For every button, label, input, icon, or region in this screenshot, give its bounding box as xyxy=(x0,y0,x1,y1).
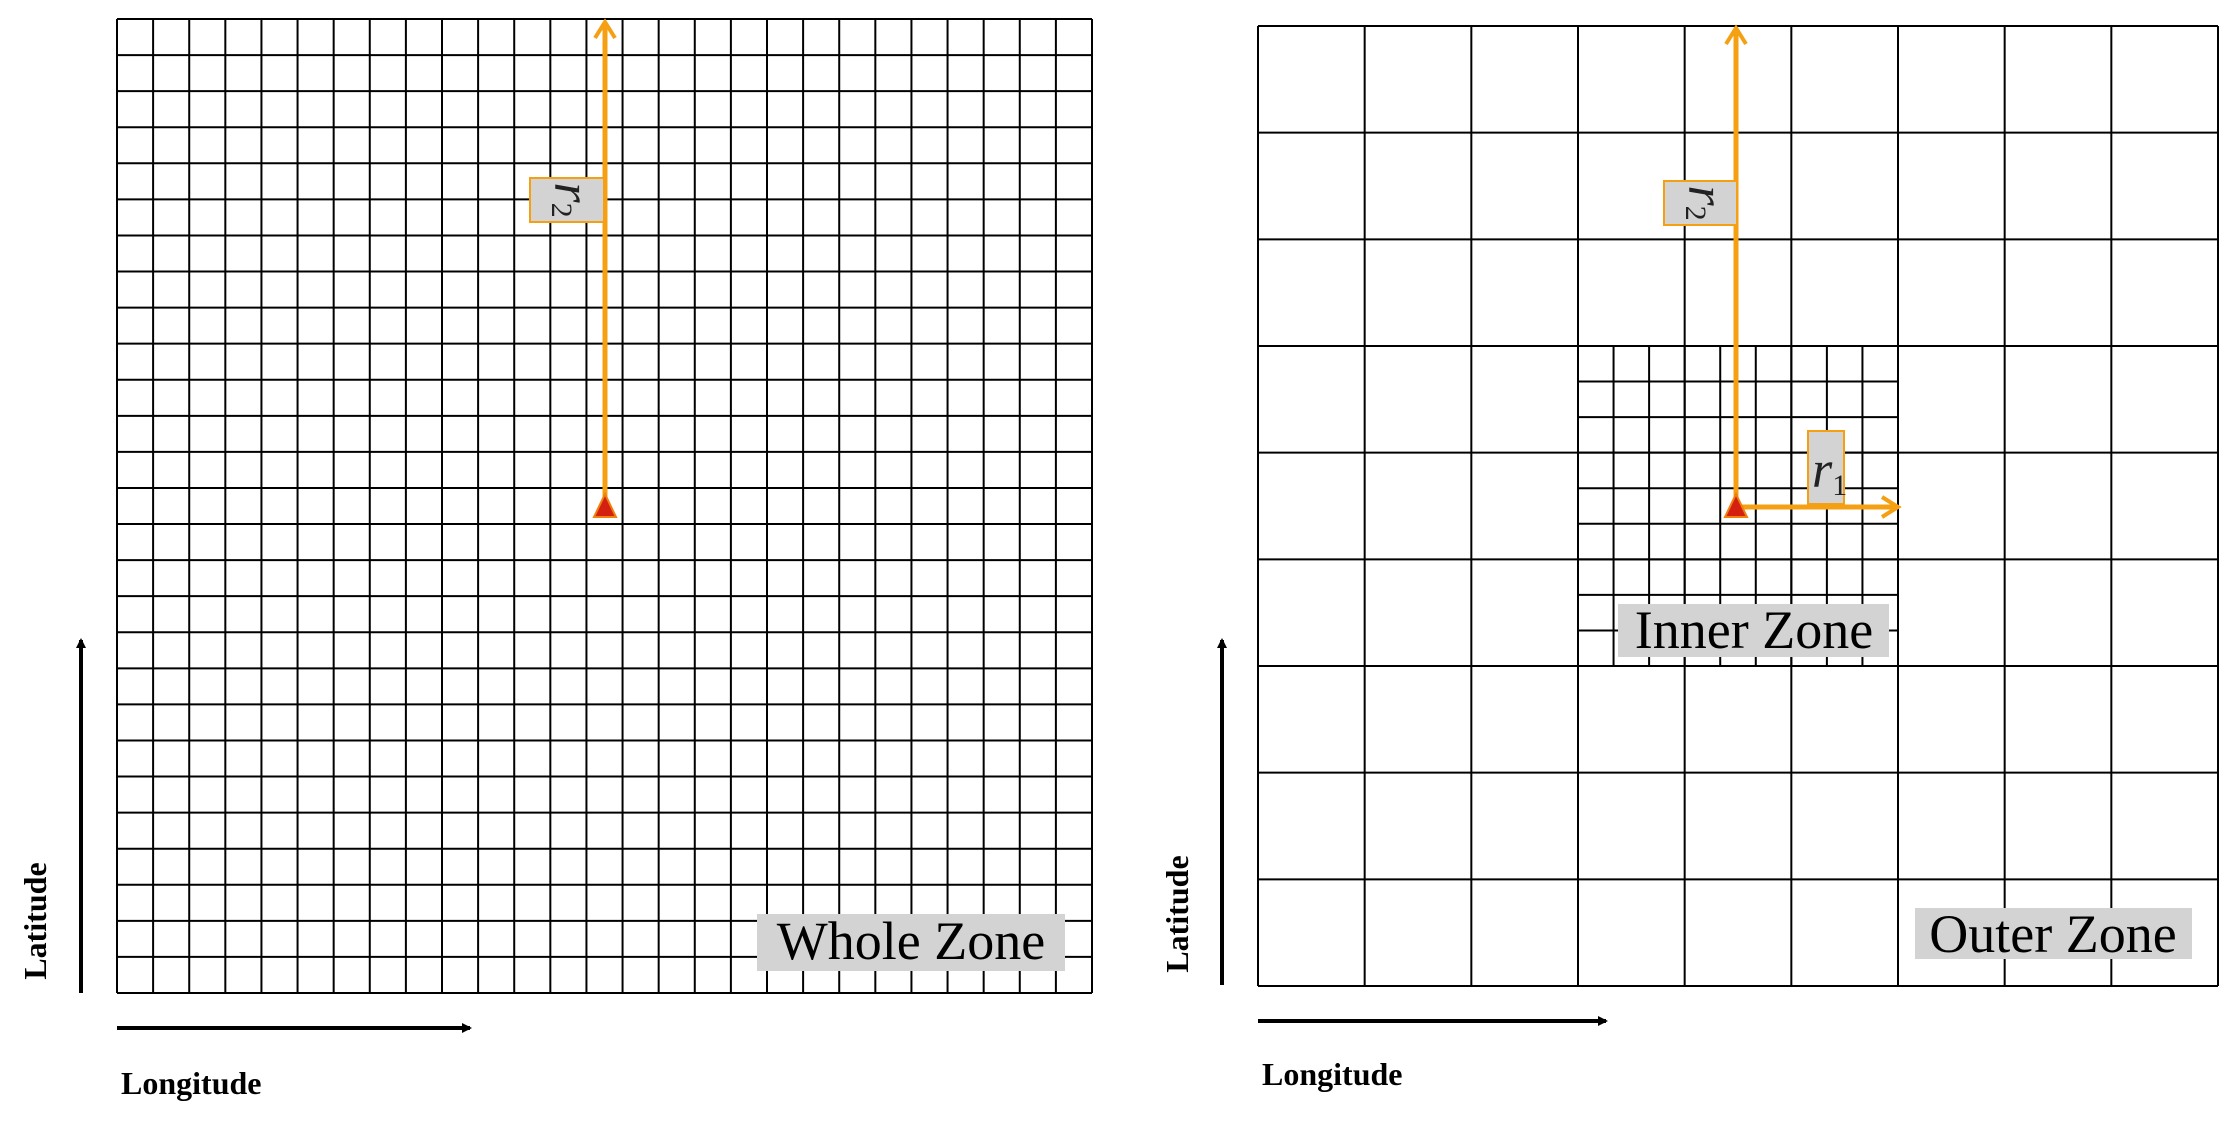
center-marker xyxy=(1723,491,1749,518)
inner-radius-label-box xyxy=(1807,430,1845,505)
radius-symbol: r xyxy=(543,182,600,203)
zone-label-box xyxy=(757,914,1065,971)
radius-label: r2 xyxy=(543,182,600,217)
radius-subscript: 1 xyxy=(1832,469,1847,502)
outer-radius-label: r2 xyxy=(1677,185,1734,220)
radius-symbol: r xyxy=(1677,185,1734,206)
x-axis-label: Longitude xyxy=(121,1065,261,1101)
center-marker xyxy=(592,491,618,518)
grids xyxy=(116,18,2219,994)
outer-radius-label-box xyxy=(1663,180,1738,226)
x-axis-label: Longitude xyxy=(1262,1056,1402,1092)
zone-label-box xyxy=(1915,908,2192,959)
radius-label-box xyxy=(529,177,605,223)
inner-zone-label-box xyxy=(1618,604,1889,657)
zone-label: Outer Zone xyxy=(1929,904,2176,964)
y-axis-label: Latitude xyxy=(1159,855,1195,972)
zone-label: Whole Zone xyxy=(777,911,1045,971)
radius-symbol: r xyxy=(1812,442,1833,499)
inner-zone-label: Inner Zone xyxy=(1635,600,1873,660)
radius-subscript: 2 xyxy=(545,203,578,218)
inner-radius-label: r1 xyxy=(1812,442,1847,502)
y-axis-label: Latitude xyxy=(17,862,53,979)
radius-subscript: 2 xyxy=(1679,206,1712,221)
